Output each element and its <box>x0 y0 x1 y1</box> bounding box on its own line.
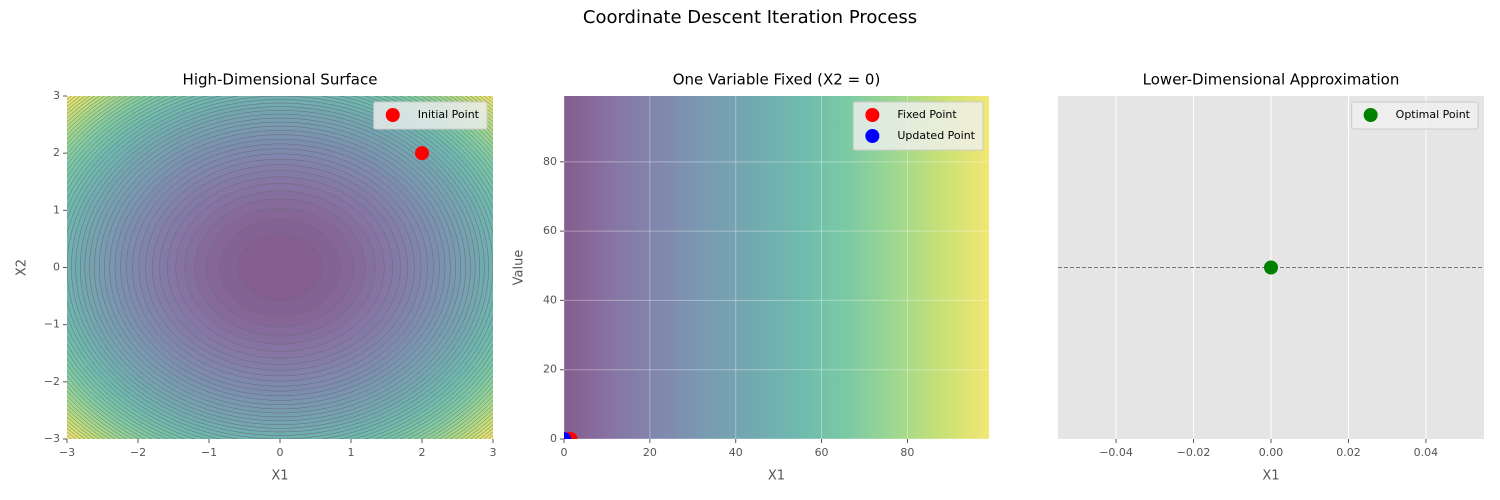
y-tick-label: 40 <box>543 293 557 306</box>
x-tick-label: −0.02 <box>1177 446 1211 459</box>
y-axis-label: X2 <box>15 259 30 276</box>
x-tick-label: 0.04 <box>1414 446 1439 459</box>
plot-content <box>67 96 493 439</box>
legend-marker <box>385 108 400 122</box>
x-tick-label: −2 <box>130 446 146 459</box>
y-tick-label: −2 <box>44 375 60 388</box>
y-tick-label: −3 <box>44 432 60 445</box>
y-tick-label: 20 <box>543 363 557 376</box>
subplot-title: One Variable Fixed (X2 = 0) <box>673 71 881 89</box>
legend-label: Optimal Point <box>1396 108 1471 121</box>
marker <box>1264 260 1278 275</box>
image <box>564 96 989 439</box>
x-tick-label: 60 <box>815 446 829 459</box>
x-tick-label: 0.02 <box>1336 446 1361 459</box>
legend-label: Fixed Point <box>897 108 957 121</box>
x-tick-label: 1 <box>348 446 355 459</box>
legend: Optimal Point <box>1351 101 1479 130</box>
y-tick-label: 0 <box>53 261 60 274</box>
subplot: 0 20 40 60 80 0 20 40 60 80 One Variable Fixed (X2… <box>512 71 989 484</box>
marker <box>415 146 429 161</box>
legend-box <box>373 101 488 130</box>
legend-marker <box>865 129 880 143</box>
legend: Fixed Point Updated Point <box>852 101 984 151</box>
figure-title: Coordinate Descent Iteration Process <box>583 7 917 28</box>
contour-fill <box>67 96 493 439</box>
x-axis-label: X1 <box>768 469 785 484</box>
x-tick-label: 40 <box>729 446 743 459</box>
y-axis-label: Value <box>512 250 527 286</box>
marker <box>564 432 571 439</box>
x-axis-label: X1 <box>1262 469 1279 484</box>
y-tick-label: 2 <box>53 146 60 159</box>
x-tick-label: −0.04 <box>1099 446 1133 459</box>
y-tick-label: 3 <box>53 89 60 102</box>
x-tick-label: 20 <box>643 446 657 459</box>
legend: Initial Point <box>373 101 488 130</box>
legend-marker <box>865 108 880 122</box>
subplot: −3 −2 −1 0 1 2 3 −3 −2 −1 0 1 2 3 High-Dimensional Sur… <box>15 71 497 484</box>
x-tick-label: 2 <box>419 446 426 459</box>
legend-marker <box>1363 108 1378 122</box>
x-tick-label: 80 <box>900 446 914 459</box>
x-tick-label: −1 <box>201 446 217 459</box>
x-tick-label: 0 <box>561 446 568 459</box>
y-tick-label: −1 <box>44 318 60 331</box>
legend-label: Updated Point <box>897 129 975 142</box>
plot-content <box>564 96 989 439</box>
y-tick-label: 80 <box>543 155 557 168</box>
contour-band <box>237 232 323 303</box>
x-tick-label: −3 <box>59 446 75 459</box>
subplot-title: High-Dimensional Surface <box>183 71 378 89</box>
subplot-title: Lower-Dimensional Approximation <box>1143 71 1400 89</box>
x-axis-label: X1 <box>271 469 288 484</box>
x-tick-label: 3 <box>490 446 497 459</box>
x-tick-label: 0 <box>277 446 284 459</box>
legend-label: Initial Point <box>418 108 480 121</box>
y-tick-label: 60 <box>543 224 557 237</box>
y-tick-label: 0 <box>550 432 557 445</box>
legend-box <box>852 101 984 151</box>
plot-content <box>1058 96 1484 439</box>
subplot: −0.04 −0.02 0.00 0.02 0.04 Lower-Dimensional … <box>1058 71 1484 484</box>
legend-box <box>1351 101 1479 130</box>
x-tick-label: 0.00 <box>1259 446 1284 459</box>
y-tick-label: 1 <box>53 203 60 216</box>
